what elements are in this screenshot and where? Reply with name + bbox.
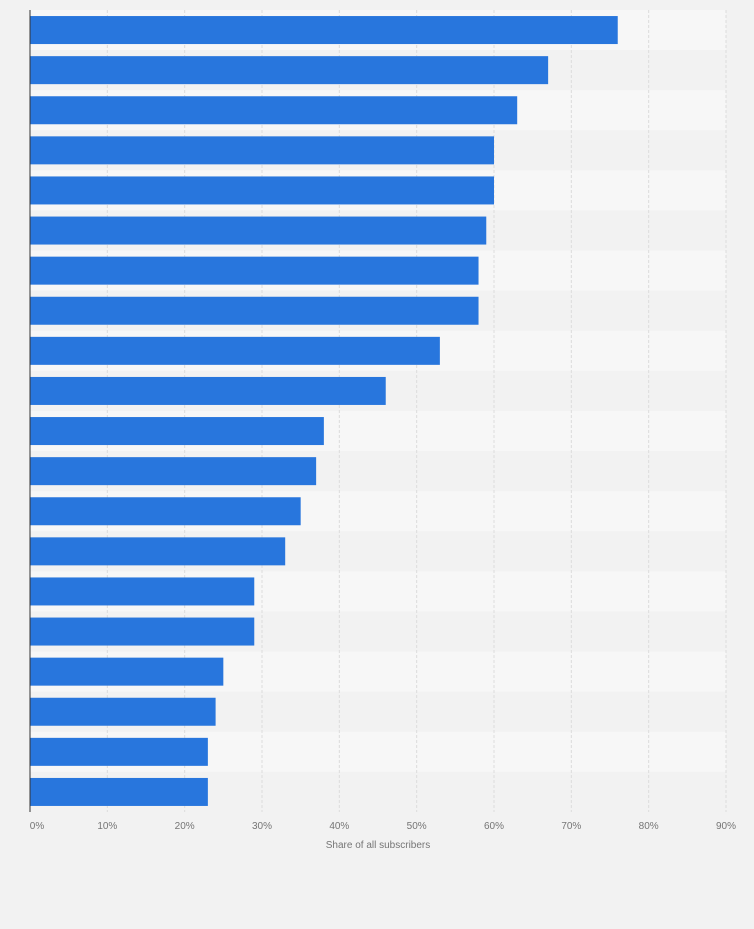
bar	[30, 336, 440, 365]
bar	[30, 617, 255, 646]
bars	[30, 16, 618, 806]
x-tick-label: 80%	[639, 821, 659, 832]
bar-chart: 0% 10% 20% 30% 40% 50% 60% 70% 80% 90% Share of a…	[29, 10, 736, 851]
bar	[30, 56, 549, 85]
x-tick-label: 20%	[175, 821, 195, 832]
bar	[30, 376, 386, 405]
bar	[30, 777, 208, 806]
bar	[30, 737, 208, 766]
bar	[30, 296, 479, 325]
gridlines	[106, 10, 727, 812]
bar	[30, 457, 317, 486]
x-tick-label: 70%	[561, 821, 581, 832]
bar	[30, 16, 618, 45]
bar	[30, 417, 324, 446]
x-tick-label: 40%	[329, 821, 349, 832]
x-tick-label: 90%	[716, 821, 736, 832]
bar	[30, 697, 216, 726]
bar	[30, 657, 224, 686]
bar	[30, 497, 301, 526]
x-axis-ticks: 0% 10% 20% 30% 40% 50% 60% 70% 80% 90%	[30, 821, 736, 832]
bar	[30, 537, 286, 566]
x-tick-label: 0%	[30, 821, 45, 832]
bar	[30, 136, 494, 165]
x-tick-label: 10%	[97, 821, 117, 832]
row-bands	[30, 10, 726, 812]
bar	[30, 96, 518, 125]
bar	[30, 176, 494, 205]
bar	[30, 256, 479, 285]
x-tick-label: 60%	[484, 821, 504, 832]
x-tick-label: 30%	[252, 821, 272, 832]
x-axis-title: Share of all subscribers	[326, 840, 431, 851]
bar	[30, 577, 255, 606]
bar	[30, 216, 487, 245]
x-tick-label: 50%	[407, 821, 427, 832]
